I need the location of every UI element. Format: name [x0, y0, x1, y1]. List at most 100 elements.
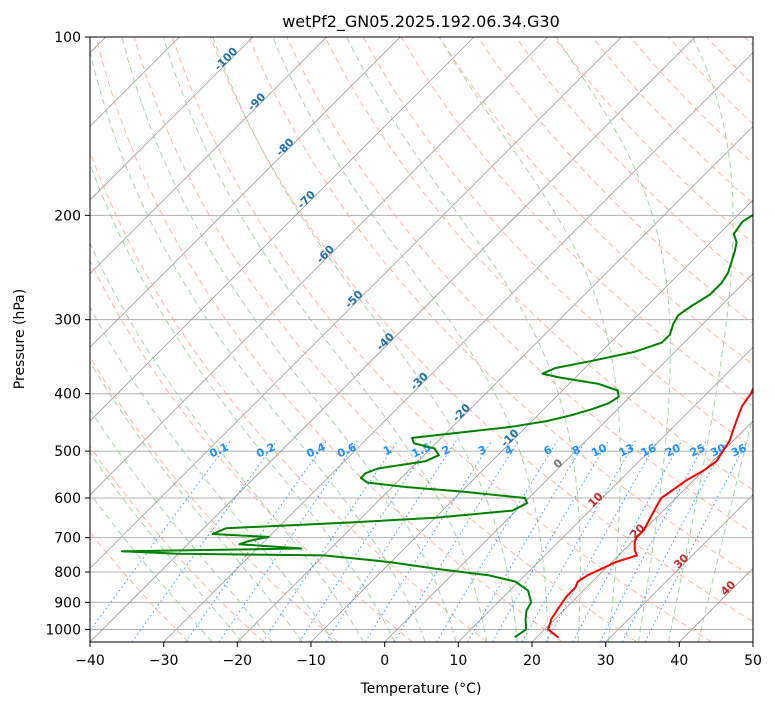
y-tick-label: 500	[54, 444, 81, 460]
mixing-ratio-line	[393, 440, 520, 642]
moist-adiabat-line	[346, 37, 581, 642]
isotherm-line	[163, 52, 753, 642]
mixing-ratio-line	[90, 440, 231, 632]
isotherm-line	[605, 494, 753, 642]
mixing-ratio-line	[262, 440, 399, 642]
y-tick-label: 200	[54, 208, 81, 224]
moist-adiabat-line	[90, 241, 365, 642]
dry-adiabat-line	[133, 37, 638, 642]
mixing-ratio-line	[521, 440, 637, 642]
moist-adiabat-line	[90, 305, 334, 642]
dry-adiabat-line	[324, 37, 753, 491]
moist-adiabat-line	[667, 37, 734, 642]
dry-adiabat-line	[668, 37, 753, 125]
moist-adiabat-line	[90, 408, 273, 642]
isotherm-label: -20	[450, 401, 473, 424]
mixing-ratio-label: 10	[589, 441, 609, 459]
isotherm-line	[90, 37, 327, 275]
x-axis: −40 −30 −20 −10 0 10 20 30 40 50	[75, 642, 762, 669]
dry-adiabat-line	[171, 37, 712, 642]
mixing-ratio-label: 6	[542, 443, 555, 458]
mixing-ratio-label: 36	[729, 441, 749, 459]
dry-adiabat-line	[286, 37, 753, 534]
mixing-ratio-line	[467, 440, 587, 642]
y-tick-label: 900	[54, 595, 81, 611]
isotherm-line	[679, 567, 753, 642]
mixing-ratio-label: 8	[570, 443, 582, 458]
moist-adiabat-line	[90, 360, 303, 642]
dry-adiabat-line	[744, 37, 753, 47]
moist-adiabat-line	[90, 452, 243, 642]
isotherm-line	[458, 346, 753, 642]
moist-adiabat-line	[555, 37, 671, 642]
isotherm-label: -70	[295, 188, 318, 211]
moist-adiabat-line	[162, 37, 488, 642]
dry-adiabat-line	[90, 445, 264, 642]
isotherm-label: -30	[408, 370, 431, 393]
y-tick-label: 600	[54, 491, 81, 507]
mixing-ratio-label: 0.4	[304, 440, 327, 460]
isotherm-label: 30	[671, 551, 691, 571]
x-tick-label: 0	[380, 653, 389, 669]
moist-adiabat-line	[272, 37, 549, 642]
mixing-ratio-line	[491, 440, 609, 642]
x-tick-label: −40	[75, 653, 105, 669]
x-axis-label: Temperature (°C)	[360, 681, 482, 697]
moist-adiabat-line	[212, 37, 518, 642]
x-tick-label: 30	[597, 653, 615, 669]
mixing-ratio-line	[545, 440, 659, 642]
moist-adiabat-line	[90, 492, 213, 642]
isotherm-label: 40	[718, 578, 738, 598]
dry-adiabat-line	[210, 37, 753, 623]
x-tick-label: 50	[744, 653, 762, 669]
mixing-ratio-line	[599, 440, 707, 642]
x-tick-label: 20	[523, 653, 541, 669]
mixing-ratio-line	[644, 440, 748, 642]
isotherm-label: -80	[273, 135, 296, 158]
grid-layer	[90, 37, 753, 642]
mixing-ratio-line	[572, 440, 683, 642]
isotherm-line	[90, 37, 622, 569]
mixing-ratio-label: 20	[663, 441, 683, 459]
isotherm-line	[90, 37, 254, 201]
profile-layer	[120, 213, 753, 639]
mixing-ratio-line	[185, 440, 328, 642]
y-tick-label: 1000	[45, 622, 81, 638]
dry-adiabat-line	[515, 37, 753, 284]
x-tick-label: 40	[670, 653, 688, 669]
dry-adiabat-line	[706, 37, 753, 86]
moist-adiabat-line	[90, 162, 395, 642]
isotherm-label: -60	[314, 242, 337, 265]
mixing-ratio-line	[131, 440, 278, 642]
isotherm-label: -90	[245, 90, 268, 113]
isotherm-label: -40	[374, 330, 397, 353]
dry-adiabat-line	[477, 37, 753, 325]
isotherm-line	[531, 420, 753, 642]
mixing-ratio-label: 0.6	[335, 440, 358, 460]
y-tick-label: 400	[54, 387, 81, 403]
moist-adiabat-line	[438, 37, 621, 642]
chart-title: wetPf2_GN05.2025.192.06.34.G30	[282, 12, 560, 32]
x-tick-label: −10	[296, 653, 326, 669]
temperature-profile-line	[547, 386, 753, 639]
y-tick-label: 700	[54, 531, 81, 547]
y-tick-label: 100	[54, 30, 81, 46]
isotherm-label: 20	[628, 521, 648, 541]
isotherm-line	[384, 273, 753, 642]
y-axis: 100 200 300 400 500 600 700 800 900 1000	[45, 30, 90, 638]
mixing-ratio-label: 1	[381, 443, 393, 458]
moist-adiabat-line	[90, 49, 426, 642]
moist-adiabat-line	[697, 413, 753, 642]
x-tick-label: −30	[149, 653, 179, 669]
isotherm-line	[90, 37, 475, 422]
mixing-ratio-label: 3	[476, 443, 488, 458]
y-tick-label: 300	[54, 313, 81, 329]
mixing-ratio-line	[621, 440, 728, 642]
plot-frame	[89, 36, 754, 643]
dry-adiabat-line	[248, 37, 753, 578]
mixing-ratio-label: 0.1	[207, 440, 230, 460]
dry-adiabat-line	[591, 37, 753, 204]
isotherm-label: 10	[586, 490, 606, 510]
y-axis-label: Pressure (hPa)	[12, 289, 28, 389]
